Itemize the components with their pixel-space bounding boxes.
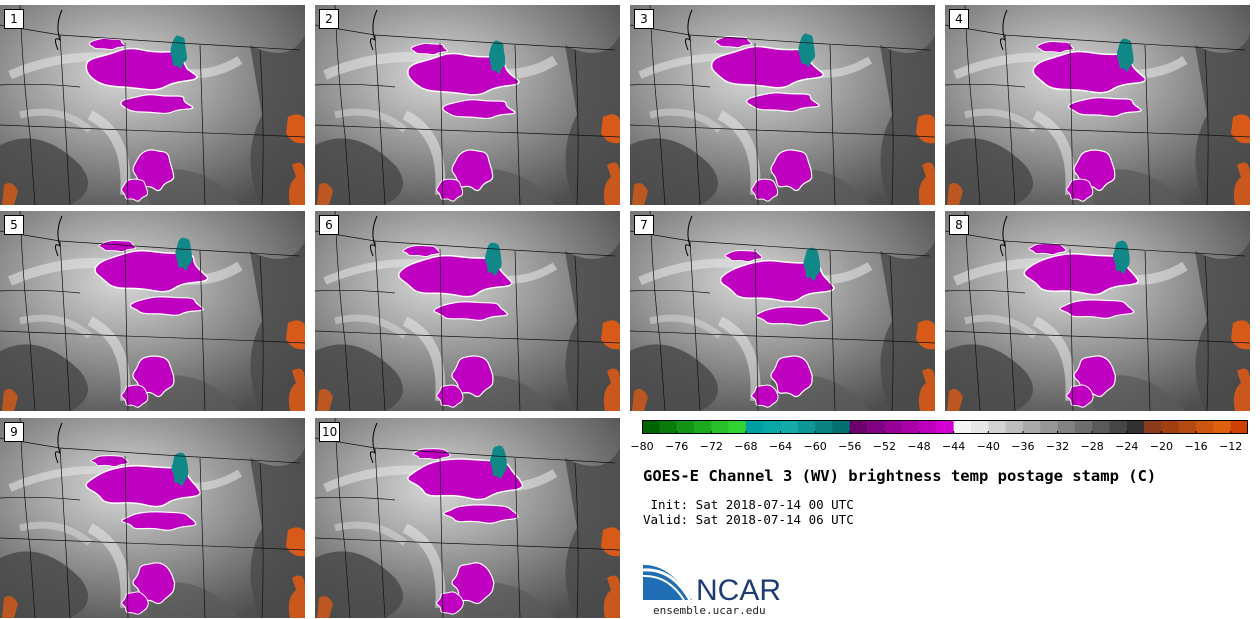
water-vapor-map bbox=[945, 211, 1250, 411]
colorbar-swatch bbox=[1144, 420, 1162, 434]
ensemble-member-panel: 10 bbox=[315, 418, 620, 618]
colorbar-swatch bbox=[832, 420, 851, 434]
colorbar-swatch bbox=[884, 420, 903, 434]
ensemble-member-panel: 3 bbox=[630, 5, 935, 205]
ensemble-member-panel: 5 bbox=[0, 211, 305, 411]
water-vapor-map bbox=[0, 418, 305, 618]
ensemble-member-panel: 1 bbox=[0, 5, 305, 205]
colorbar-swatch bbox=[1057, 420, 1076, 434]
colorbar-tick-label: −52 bbox=[872, 440, 896, 453]
panel-number-label: 2 bbox=[319, 9, 339, 29]
ensemble-member-panel: 7 bbox=[630, 211, 935, 411]
state-borders bbox=[945, 5, 1250, 205]
water-vapor-map bbox=[315, 418, 620, 618]
panel-number-label: 7 bbox=[634, 215, 654, 235]
colorbar-tick-label: −20 bbox=[1149, 440, 1174, 453]
figure-title: GOES-E Channel 3 (WV) brightness temp po… bbox=[643, 467, 1157, 485]
colorbar-tick-label: −36 bbox=[1011, 440, 1035, 453]
water-vapor-map bbox=[315, 211, 620, 411]
ncar-logo-text: NCAR bbox=[696, 574, 781, 604]
colorbar-swatch bbox=[1196, 420, 1214, 434]
water-vapor-map bbox=[315, 5, 620, 205]
colorbar-swatch bbox=[642, 420, 660, 434]
state-borders bbox=[0, 211, 305, 411]
ensemble-member-panel: 8 bbox=[945, 211, 1250, 411]
colorbar-border bbox=[642, 420, 1248, 434]
colorbar-swatch bbox=[970, 420, 989, 434]
panel-number-label: 5 bbox=[4, 215, 24, 235]
ensemble-member-panel: 9 bbox=[0, 418, 305, 618]
panel-number-label: 8 bbox=[949, 215, 969, 235]
colorbar-swatch bbox=[1126, 420, 1145, 434]
water-vapor-map bbox=[0, 5, 305, 205]
colorbar-swatch bbox=[815, 420, 833, 434]
ncar-swoosh-logo bbox=[642, 564, 692, 601]
colorbar-swatch bbox=[901, 420, 920, 434]
colorbar-tick-label: −48 bbox=[907, 440, 931, 453]
colorbar-tick-label: −68 bbox=[734, 440, 758, 453]
colorbar-swatch bbox=[1005, 420, 1024, 434]
colorbar-swatch bbox=[728, 420, 747, 434]
water-vapor-map bbox=[0, 211, 305, 411]
colorbar-tick-label: −12 bbox=[1219, 440, 1243, 453]
colorbar-swatch bbox=[1161, 420, 1180, 434]
colorbar-swatch bbox=[1178, 420, 1197, 434]
colorbar-swatch bbox=[659, 420, 677, 434]
ensemble-member-panel: 6 bbox=[315, 211, 620, 411]
colorbar-tick-label: −44 bbox=[942, 440, 966, 453]
ensemble-member-panel: 4 bbox=[945, 5, 1250, 205]
colorbar-swatch bbox=[1109, 420, 1128, 434]
colorbar-swatch bbox=[849, 420, 868, 434]
colorbar-swatch bbox=[676, 420, 695, 434]
colorbar-tick-label: −72 bbox=[699, 440, 723, 453]
colorbar-swatch bbox=[763, 420, 781, 434]
water-vapor-map bbox=[630, 211, 935, 411]
colorbar-swatch bbox=[1040, 420, 1058, 434]
colorbar-tick-label: −56 bbox=[838, 440, 862, 453]
panel-number-label: 6 bbox=[319, 215, 339, 235]
colorbar-tick-label: −60 bbox=[803, 440, 827, 453]
colorbar-tick-label: −16 bbox=[1184, 440, 1208, 453]
logo-url: ensemble.ucar.edu bbox=[653, 604, 766, 617]
colorbar-tick-label: −28 bbox=[1080, 440, 1104, 453]
state-borders bbox=[315, 5, 620, 205]
colorbar-swatch bbox=[1230, 420, 1248, 434]
panel-number-label: 1 bbox=[4, 9, 24, 29]
colorbar-swatch bbox=[867, 420, 885, 434]
panel-number-label: 10 bbox=[319, 422, 341, 442]
ensemble-member-panel: 2 bbox=[315, 5, 620, 205]
valid-time: Valid: Sat 2018-07-14 06 UTC bbox=[643, 512, 854, 527]
panel-number-label: 3 bbox=[634, 9, 654, 29]
state-borders bbox=[0, 418, 305, 618]
colorbar-swatch bbox=[919, 420, 937, 434]
colorbar-tick-label: −76 bbox=[665, 440, 689, 453]
colorbar-swatch bbox=[1074, 420, 1093, 434]
colorbar-swatch bbox=[693, 420, 712, 434]
colorbar-swatch bbox=[1213, 420, 1231, 434]
colorbar bbox=[642, 420, 1248, 434]
panel-number-label: 4 bbox=[949, 9, 969, 29]
colorbar-tick-label: −32 bbox=[1045, 440, 1070, 453]
colorbar-tick-label: −80 bbox=[630, 440, 654, 453]
ncar-logo: NCAR bbox=[642, 564, 781, 604]
colorbar-swatch bbox=[797, 420, 816, 434]
water-vapor-map bbox=[945, 5, 1250, 205]
colorbar-swatch bbox=[711, 420, 729, 434]
init-time: Init: Sat 2018-07-14 00 UTC bbox=[643, 497, 854, 512]
colorbar-swatch bbox=[936, 420, 954, 434]
colorbar-tick-label: −40 bbox=[976, 440, 1000, 453]
water-vapor-map bbox=[630, 5, 935, 205]
state-borders bbox=[945, 211, 1250, 411]
panel-number-label: 9 bbox=[4, 422, 24, 442]
colorbar-swatch bbox=[1022, 420, 1041, 434]
colorbar-tick-label: −64 bbox=[768, 440, 793, 453]
colorbar-swatch bbox=[988, 420, 1006, 434]
colorbar-tick-label: −24 bbox=[1115, 440, 1139, 453]
colorbar-swatch bbox=[745, 420, 764, 434]
colorbar-swatch bbox=[1092, 420, 1110, 434]
colorbar-swatch bbox=[953, 420, 972, 434]
colorbar-swatch bbox=[780, 420, 799, 434]
